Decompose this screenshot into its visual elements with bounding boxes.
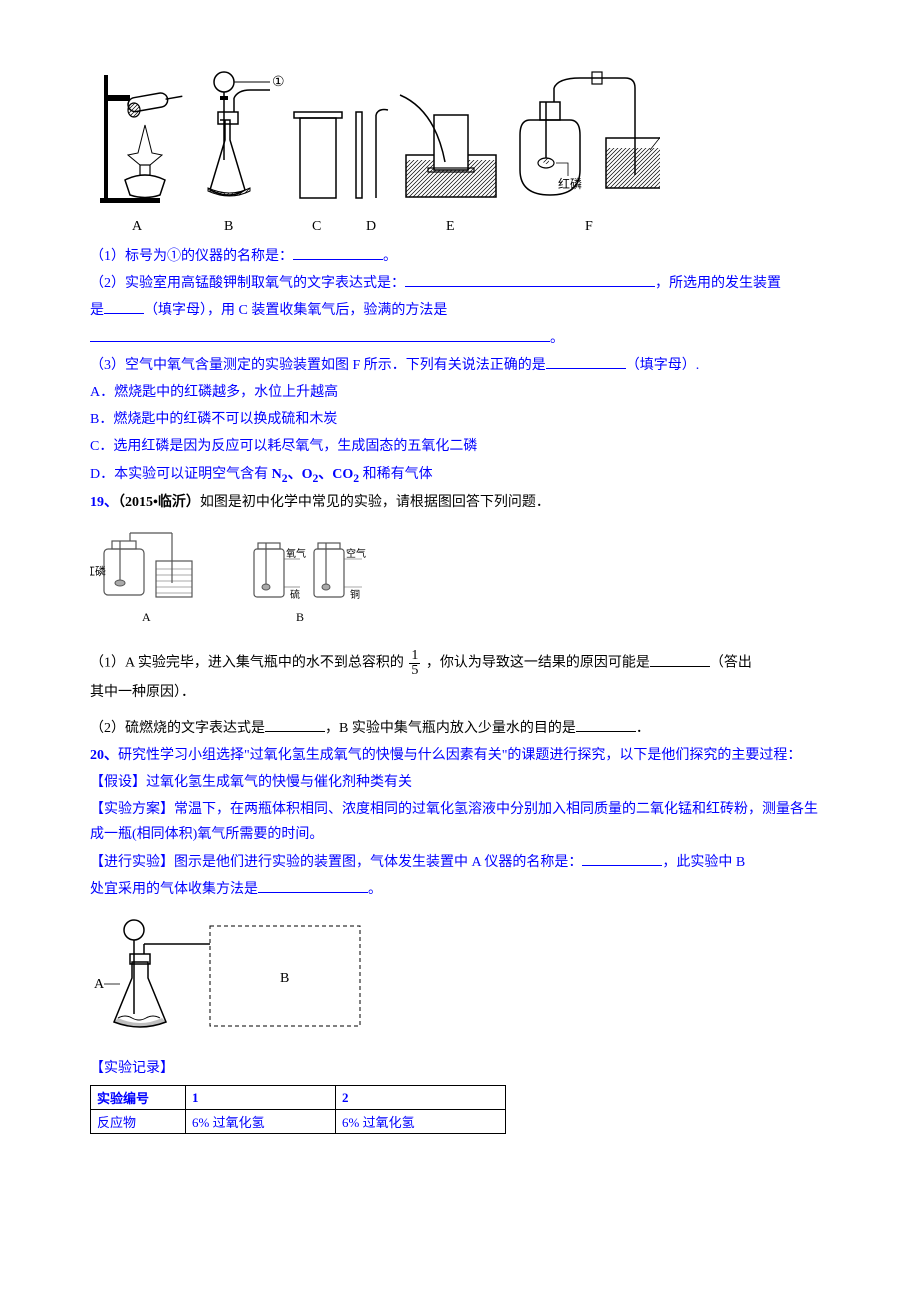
q18-optA: A．燃烧匙中的红磷越多，水位上升越高 [90, 380, 830, 405]
col-header-1: 1 [186, 1086, 336, 1110]
svg-text:红磷: 红磷 [90, 565, 106, 578]
q20-proc2: 处宜采用的气体收集方法是。 [90, 877, 830, 902]
q18-optC: C．选用红磷是因为反应可以耗尽氧气，生成固态的五氧化二磷 [90, 434, 830, 459]
q18-optB: B．燃烧匙中的红磷不可以换成硫和木炭 [90, 407, 830, 432]
apparatus-label-B: B [224, 219, 233, 234]
q19-head: 19、（2015•临沂）如图是初中化学中常见的实验，请根据图回答下列问题． [90, 490, 830, 515]
col-header-2: 2 [336, 1086, 506, 1110]
svg-text:A: A [142, 610, 151, 624]
svg-text:氧气: 氧气 [286, 547, 306, 560]
svg-text:A: A [94, 977, 105, 992]
q19-l2: 其中一种原因）． [90, 680, 830, 705]
experiment-table: 实验编号 1 2 反应物 6% 过氧化氢 6% 过氧化氢 [90, 1085, 506, 1134]
table-header-row: 实验编号 1 2 [91, 1086, 506, 1110]
apparatus-label-F: F [585, 219, 593, 234]
q20-head: 20、研究性学习小组选择"过氧化氢生成氧气的快慢与什么因素有关"的课题进行探究，… [90, 743, 830, 768]
apparatus-label-D: D [366, 219, 376, 234]
q18-l4: （3）空气中氧气含量测定的实验装置如图 F 所示．下列有关说法正确的是（填字母）… [90, 353, 830, 378]
apparatus-label-C: C [312, 219, 321, 234]
q19-l3: （2）硫燃烧的文字表达式是，B 实验中集气瓶内放入少量水的目的是． [90, 716, 830, 741]
red-phos-label: 红磷 [558, 176, 582, 191]
q18-l1: （1）标号为①的仪器的名称是：。 [90, 244, 830, 269]
q20-proc1: 【进行实验】图示是他们进行实验的装置图，气体发生装置中 A 仪器的名称是：，此实… [90, 850, 830, 875]
apparatus-figure: A ① B C D E [90, 60, 830, 240]
apparatus-label-E: E [446, 219, 455, 234]
q19-figure: 红磷 A 氧气 硫 空气 铜 B [90, 525, 830, 635]
q18-l2: （2）实验室用高锰酸钾制取氧气的文字表达式是：，所选用的发生装置 [90, 271, 830, 296]
svg-text:B: B [296, 610, 304, 624]
q18-dashed: 。 [90, 326, 830, 351]
circle-number-label: ① [272, 75, 285, 90]
svg-text:B: B [280, 971, 289, 986]
q20-hyp: 【假设】过氧化氢生成氧气的快慢与催化剂种类有关 [90, 770, 830, 795]
table-row: 反应物 6% 过氧化氢 6% 过氧化氢 [91, 1110, 506, 1134]
q20-figure: A B [90, 910, 830, 1040]
col-header-0: 实验编号 [91, 1086, 186, 1110]
q18-optD: D．本实验可以证明空气含有 N2、O2、CO2 和稀有气体 [90, 462, 830, 489]
q19-l1: （1）A 实验完毕，进入集气瓶中的水不到总容积的 15 ，你认为导致这一结果的原… [90, 649, 830, 678]
svg-text:硫: 硫 [290, 588, 300, 601]
q20-scheme: 【实验方案】常温下，在两瓶体积相同、浓度相同的过氧化氢溶液中分别加入相同质量的二… [90, 797, 830, 847]
apparatus-label-A: A [132, 219, 143, 234]
svg-text:空气: 空气 [346, 547, 366, 560]
svg-text:铜: 铜 [350, 589, 360, 601]
q20-record-label: 【实验记录】 [90, 1056, 830, 1081]
q18-l3: 是（填字母），用 C 装置收集氧气后，验满的方法是 [90, 298, 830, 323]
